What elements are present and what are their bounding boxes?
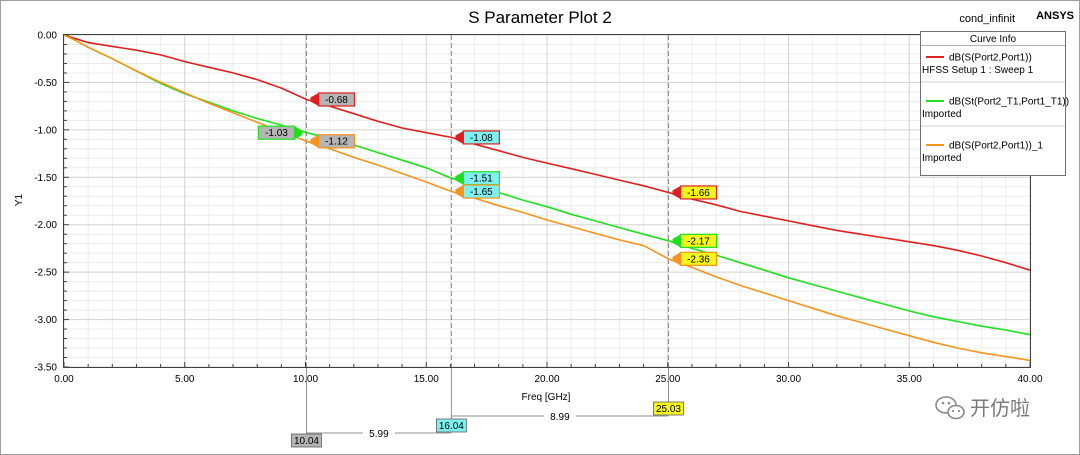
marker-x-box [653,401,684,416]
wechat-icon [935,396,965,420]
marker-pointer [672,252,681,266]
x-tick-label: 20.00 [534,374,559,385]
x-tick-label: 35.00 [897,374,922,385]
marker-x-box [435,418,467,433]
marker-flag-box [462,184,500,199]
marker-flag: -1.12 [310,134,356,149]
project-label: cond_infinit [959,13,1015,25]
y-tick-label: -3.50 [34,363,57,374]
delta-label: 8.99 [550,412,570,423]
marker-flag-box [679,233,718,248]
watermark-text: 开仿啦 [970,396,1030,420]
marker-flag-box [257,125,296,140]
marker-x-label: 25.03 [656,404,681,415]
delta-label: 5.99 [369,429,389,440]
x-tick-label: 25.00 [655,374,680,385]
ansys-logo: ANSYS [1036,10,1074,22]
marker-x-label: 10.04 [294,436,319,447]
delta-label-bg [362,426,395,439]
marker-flag: -1.65 [455,184,500,199]
delta-label-bg [543,409,576,422]
marker-value: -2.36 [687,254,710,265]
marker-flag: -2.36 [672,251,718,266]
plot-area-border [63,34,1031,368]
marker-pointer [672,185,681,199]
marker-value: -1.51 [470,174,493,185]
legend-series-source: HFSS Setup 1 : Sweep 1 [922,65,1034,76]
marker-value: -2.17 [687,236,710,247]
marker-flag-box [679,185,718,200]
marker-flag-box [317,92,356,107]
marker-value: -0.68 [325,95,348,106]
y-tick-label: -2.00 [34,220,57,231]
marker-value: -1.12 [325,137,348,148]
marker-flag: -1.08 [455,130,500,145]
marker-pointer [310,134,319,148]
axis-ticks: 0.00 5.00 10.00 15.00 20.00 25.00 30.00 35.00 40… [34,31,1043,386]
legend-box [920,31,1066,176]
y-tick-label: -3.00 [34,315,57,326]
chart-title: S Parameter Plot 2 [468,8,612,27]
series-line-3 [63,34,1031,362]
legend-series-name: dB(S(Port2,Port1)) [949,53,1032,64]
marker-value: -1.66 [687,188,710,199]
marker-flag: -1.66 [672,185,718,200]
marker-flag: -1.51 [455,171,500,186]
marker-flag: -1.03 [257,125,303,140]
x-axis-label: Freq [GHz] [522,392,571,403]
marker-pointer [672,234,681,248]
x-tick-label: 30.00 [776,374,801,385]
series-line-1 [63,34,1031,271]
x-tick-label: 0.00 [54,374,74,385]
marker-pointer [310,93,319,107]
watermark: 开仿啦 [935,396,1030,420]
x-tick-label: 15.00 [414,374,439,385]
marker-layer: -0.68 -1.03 -1.12 -1.08 -1.51 -1.65 -1.66 -2.17… [257,92,718,448]
marker-pointer [455,130,464,144]
marker-value: -1.65 [470,187,493,198]
marker-flag-box [317,134,356,149]
marker-x-box [291,433,322,448]
y-tick-label: -1.00 [34,125,57,136]
marker-pointer [294,126,303,140]
marker-value: -1.08 [470,133,493,144]
legend[interactable]: Curve Info dB(S(Port2,Port1))HFSS Setup … [920,31,1070,176]
x-tick-label: 40.00 [1017,374,1042,385]
y-tick-label: -2.50 [34,268,57,279]
marker-pointer [455,185,464,199]
marker-flag-box [462,130,500,145]
x-tick-label: 5.00 [175,374,195,385]
marker-flag: -2.17 [672,233,718,248]
marker-flag: -0.68 [310,92,356,107]
marker-flag-box [679,251,718,266]
series-layer [63,34,1031,362]
legend-series-name: dB(S(Port2,Port1))_1 [949,141,1043,152]
legend-series-source: Imported [922,109,961,120]
y-axis-label: Y1 [14,193,25,206]
legend-series-source: Imported [922,153,961,164]
grid [63,34,1031,368]
y-tick-label: 0.00 [38,31,58,42]
marker-value: -1.03 [265,128,288,139]
y-tick-label: -0.50 [34,78,57,89]
x-tick-label: 10.00 [293,374,318,385]
legend-title: Curve Info [970,34,1017,45]
y-tick-label: -1.50 [34,173,57,184]
legend-items: dB(S(Port2,Port1))HFSS Setup 1 : Sweep 1… [921,53,1069,164]
marker-x-label: 16.04 [439,421,464,432]
legend-series-name: dB(St(Port2_T1,Port1_T1)) [949,97,1069,108]
marker-pointer [455,171,464,185]
